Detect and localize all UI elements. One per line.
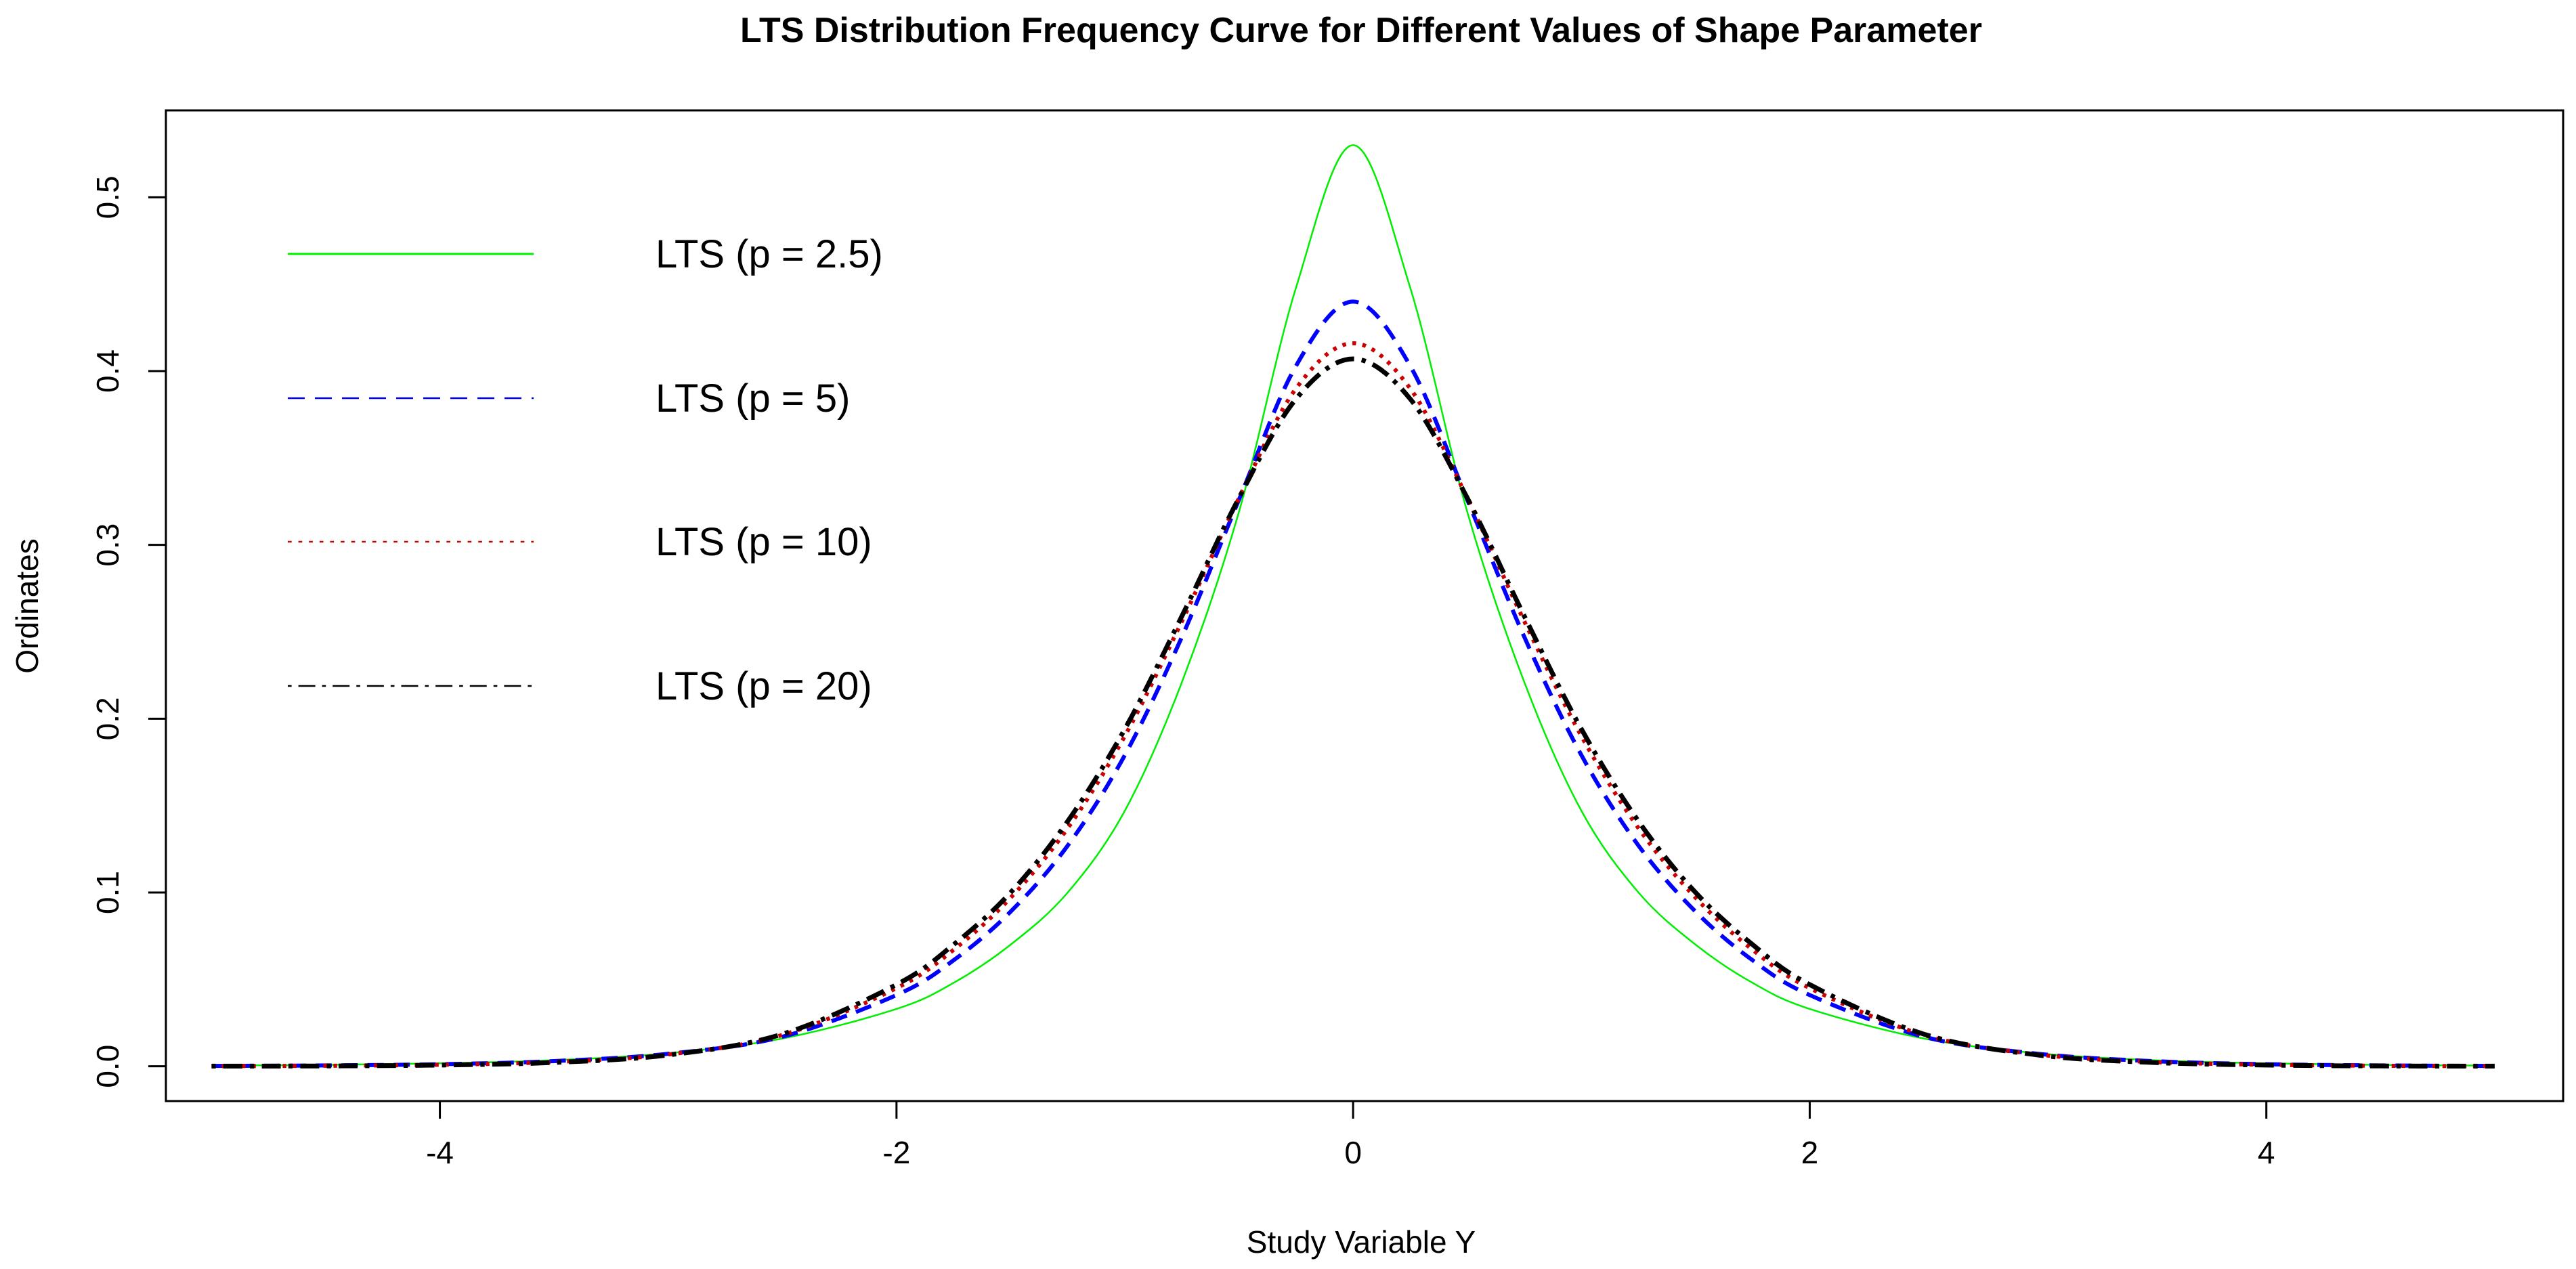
series-lines bbox=[211, 144, 2495, 1069]
x-axis-label: Study Variable Y bbox=[1247, 1224, 1476, 1260]
series-line-1 bbox=[211, 144, 2495, 1067]
y-tick-label: 0.2 bbox=[90, 697, 125, 740]
y-axis-label: Ordinates bbox=[9, 538, 45, 673]
series-line-3 bbox=[211, 341, 2495, 1069]
y-tick-label: 0.3 bbox=[90, 523, 125, 567]
series-line-4 bbox=[211, 356, 2495, 1069]
legend: LTS (p = 2.5) LTS (p = 5) LTS (p = 10) LTS … bbox=[288, 232, 883, 708]
legend-label-1: LTS (p = 2.5) bbox=[656, 232, 883, 276]
y-tick-label: 0.0 bbox=[90, 1045, 125, 1088]
x-tick-label: 4 bbox=[2258, 1135, 2275, 1170]
legend-label-3: LTS (p = 10) bbox=[656, 520, 872, 564]
legend-label-4: LTS (p = 20) bbox=[656, 664, 872, 708]
y-tick-label: 0.4 bbox=[90, 349, 125, 393]
x-tick-label: 2 bbox=[1801, 1135, 1819, 1170]
x-tick-label: -2 bbox=[882, 1135, 910, 1170]
y-tick-label: 0.5 bbox=[90, 175, 125, 219]
chart-title: LTS Distribution Frequency Curve for Dif… bbox=[740, 11, 1982, 50]
x-axis: -4 -2 0 2 4 bbox=[426, 1100, 2275, 1170]
legend-label-2: LTS (p = 5) bbox=[656, 377, 850, 421]
series-line-2 bbox=[211, 299, 2495, 1069]
y-tick-label: 0.1 bbox=[90, 871, 125, 914]
plot-frame bbox=[165, 109, 2564, 1102]
x-tick-label: -4 bbox=[426, 1135, 454, 1170]
x-tick-label: 0 bbox=[1344, 1135, 1362, 1170]
y-axis: 0.0 0.1 0.2 0.3 0.4 0.5 bbox=[90, 175, 167, 1088]
